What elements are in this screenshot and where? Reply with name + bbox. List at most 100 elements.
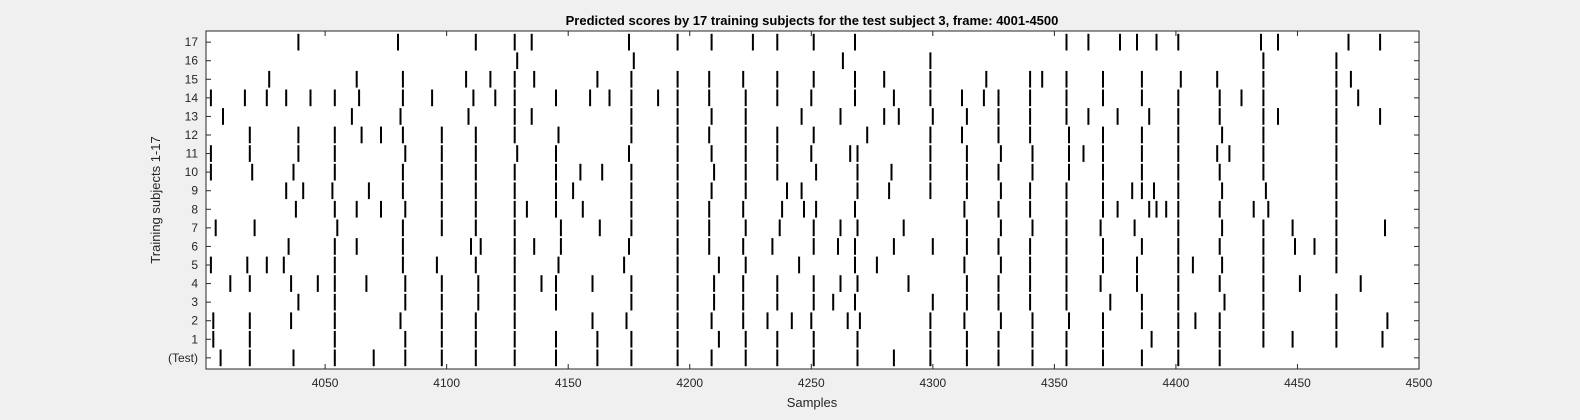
raster-mark	[1102, 70, 1104, 88]
raster-mark	[1140, 89, 1143, 107]
raster-mark	[1140, 163, 1143, 181]
raster-mark	[1065, 330, 1068, 348]
raster-mark	[358, 89, 361, 107]
raster-mark	[1029, 126, 1032, 144]
raster-mark	[1335, 70, 1338, 88]
raster-mark	[333, 89, 336, 107]
raster-mark	[1099, 219, 1102, 237]
raster-mark	[380, 200, 382, 218]
raster-mark	[907, 275, 910, 292]
raster-mark	[440, 330, 443, 348]
raster-mark	[212, 312, 215, 330]
raster-mark	[1262, 108, 1265, 125]
raster-mark	[555, 330, 557, 348]
raster-mark	[790, 312, 793, 330]
raster-mark	[1262, 312, 1265, 330]
raster-mark	[1335, 145, 1338, 162]
raster-mark	[1065, 349, 1068, 367]
raster-mark	[1102, 200, 1104, 218]
raster-mark	[1177, 108, 1180, 125]
raster-mark	[1218, 200, 1221, 218]
raster-mark	[965, 293, 968, 311]
raster-mark	[333, 145, 336, 162]
raster-mark	[1029, 182, 1032, 200]
raster-mark	[581, 200, 584, 218]
raster-mark	[489, 70, 492, 88]
raster-mark	[630, 275, 633, 292]
raster-mark	[744, 219, 747, 237]
raster-mark	[776, 163, 779, 181]
raster-mark	[1252, 200, 1255, 218]
raster-mark	[404, 145, 407, 162]
y-tick-label: 2	[191, 314, 198, 328]
raster-mark	[803, 200, 805, 218]
raster-mark	[710, 349, 713, 367]
raster-mark	[985, 70, 988, 88]
raster-mark	[596, 70, 599, 88]
raster-mark	[268, 70, 271, 88]
raster-mark	[744, 330, 747, 348]
raster-mark	[1218, 330, 1221, 348]
raster-mark	[350, 108, 353, 125]
raster-mark	[1065, 182, 1068, 200]
raster-mark	[1029, 256, 1032, 274]
raster-mark	[1140, 70, 1143, 88]
raster-mark	[1109, 293, 1112, 311]
raster-mark	[812, 349, 815, 367]
raster-mark	[630, 163, 633, 181]
raster-mark	[285, 182, 288, 200]
raster-mark	[676, 256, 679, 274]
raster-mark	[355, 238, 358, 255]
raster-mark	[1177, 182, 1180, 200]
raster-mark	[513, 349, 516, 367]
raster-mark	[477, 275, 480, 292]
raster-mark	[474, 256, 477, 274]
raster-mark	[708, 70, 711, 88]
raster-mark	[1262, 330, 1265, 348]
raster-mark	[676, 126, 679, 144]
raster-mark	[399, 108, 402, 125]
raster-mark	[676, 219, 679, 237]
raster-mark	[431, 89, 434, 107]
raster-mark	[963, 256, 966, 274]
raster-mark	[477, 293, 480, 311]
raster-mark	[1335, 52, 1338, 70]
raster-mark	[333, 200, 336, 218]
raster-mark	[513, 330, 516, 348]
raster-mark	[997, 108, 1000, 125]
raster-mark	[929, 330, 932, 348]
raster-mark	[856, 330, 859, 348]
raster-mark	[1136, 256, 1138, 274]
raster-mark	[875, 256, 878, 274]
raster-mark	[248, 349, 251, 367]
raster-mark	[997, 349, 1000, 367]
raster-mark	[1218, 312, 1221, 330]
raster-mark	[474, 200, 477, 218]
raster-mark	[965, 163, 968, 181]
raster-mark	[776, 126, 779, 144]
raster-mark	[474, 126, 477, 144]
x-axis: 4050 4100 4150 4200 4250 4300 4350 4400 4450 4500	[312, 31, 1433, 390]
raster-mark	[742, 238, 745, 255]
raster-mark	[601, 163, 604, 181]
raster-mark	[333, 126, 336, 144]
raster-mark	[856, 219, 859, 237]
raster-mark	[810, 312, 813, 330]
raster-mark	[591, 275, 594, 292]
raster-mark	[472, 89, 475, 107]
raster-mark	[965, 108, 968, 125]
raster-mark	[360, 126, 363, 144]
raster-mark	[1065, 89, 1068, 107]
raster-mark	[892, 89, 895, 107]
raster-mark	[333, 330, 336, 348]
raster-mark	[248, 126, 251, 144]
raster-mark	[742, 200, 745, 218]
raster-mark	[1031, 349, 1034, 367]
raster-mark	[1029, 238, 1032, 255]
raster-mark	[778, 219, 781, 237]
raster-mark	[776, 33, 779, 51]
raster-mark	[623, 256, 626, 274]
raster-mark	[440, 182, 443, 200]
raster-mark	[579, 163, 582, 181]
y-tick-label: (Test)	[168, 351, 198, 365]
